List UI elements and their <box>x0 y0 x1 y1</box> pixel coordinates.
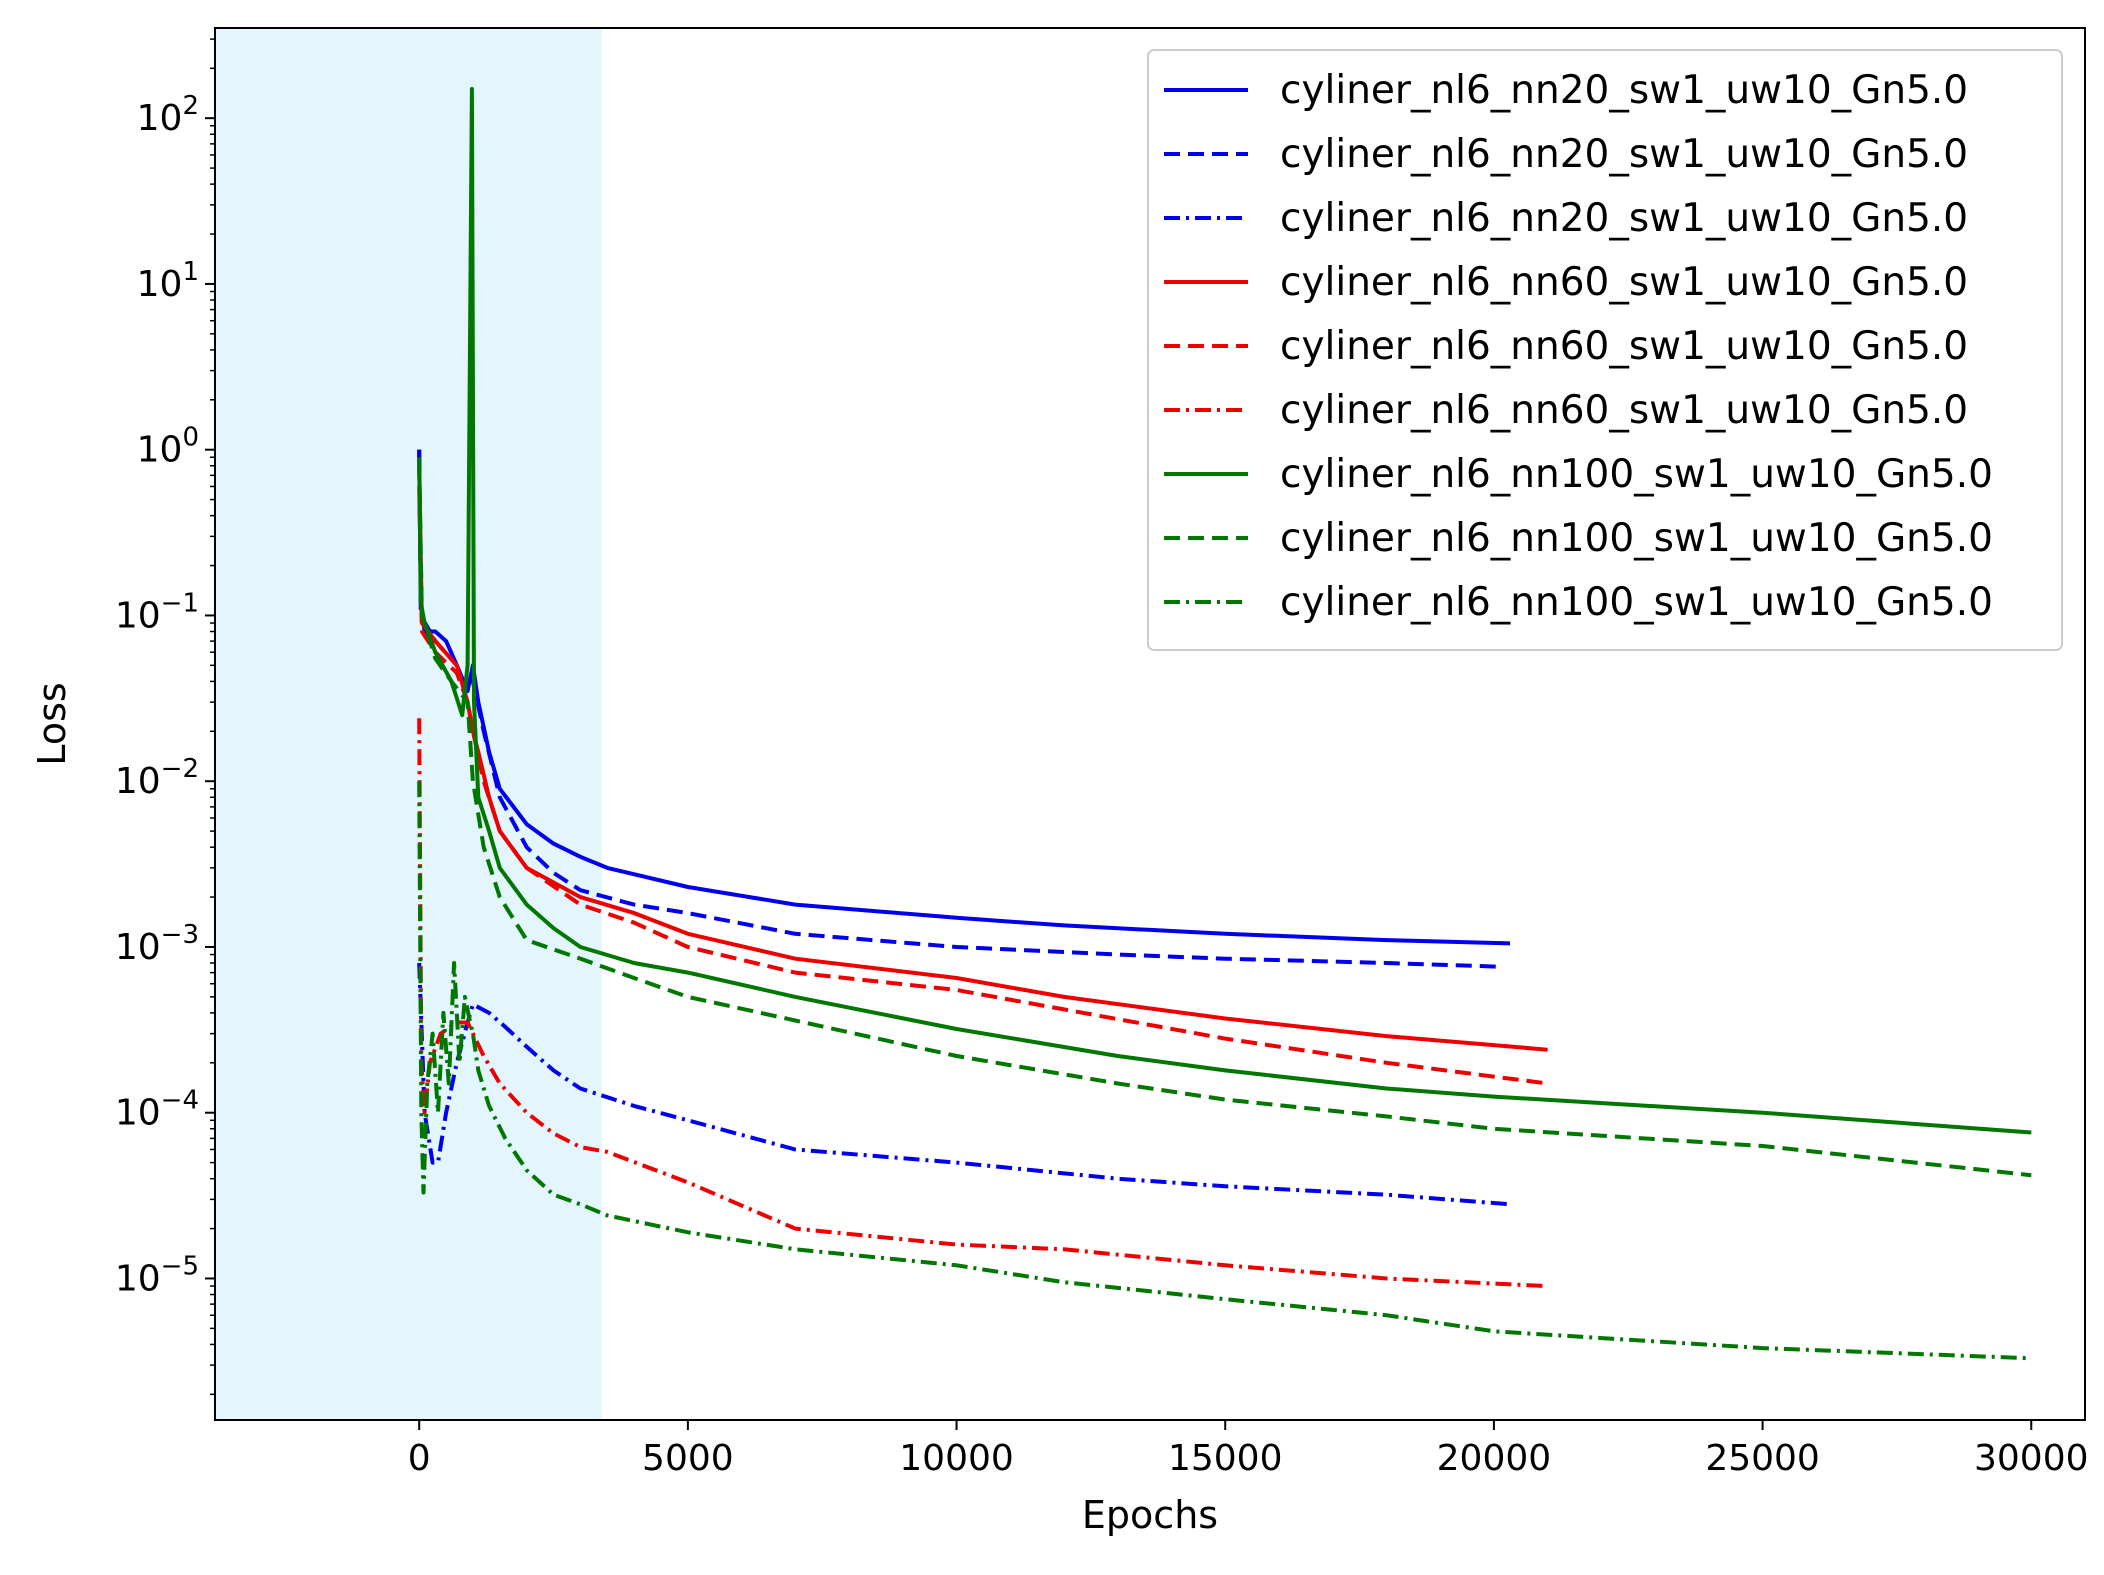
shaded-region <box>215 28 602 1420</box>
series-line-3 <box>417 962 1511 1207</box>
shaded-region-layer <box>215 28 602 1420</box>
x-tick-label: 5000 <box>642 1438 734 1479</box>
legend-label: cyliner_nl6_nn100_sw1_uw10_Gn5.0 <box>1280 580 1993 625</box>
legend-label: cyliner_nl6_nn60_sw1_uw10_Gn5.0 <box>1280 324 1968 369</box>
x-tick-label: 10000 <box>899 1438 1014 1479</box>
legend-label: cyliner_nl6_nn100_sw1_uw10_Gn5.0 <box>1280 516 1993 561</box>
y-tick-label: 10−1 <box>115 588 199 636</box>
legend-label: cyliner_nl6_nn20_sw1_uw10_Gn5.0 <box>1280 68 1968 113</box>
legend-label: cyliner_nl6_nn20_sw1_uw10_Gn5.0 <box>1280 132 1968 177</box>
legend-label: cyliner_nl6_nn100_sw1_uw10_Gn5.0 <box>1280 452 1993 497</box>
y-ticks: 10−5 10−4 10−3 10−2 10−1 100 101 102 <box>115 38 215 1396</box>
legend-label: cyliner_nl6_nn60_sw1_uw10_Gn5.0 <box>1280 260 1968 305</box>
legend-frame <box>1147 49 2063 651</box>
plot-frame <box>214 27 2086 1421</box>
legend-label: cyliner_nl6_nn60_sw1_uw10_Gn5.0 <box>1280 388 1968 433</box>
x-tick-label: 25000 <box>1705 1438 1820 1479</box>
y-tick-label: 102 <box>137 91 199 139</box>
series-layer <box>417 87 2032 1361</box>
series-line-5 <box>417 486 1548 1086</box>
x-axis-title: Epochs <box>1082 1493 1218 1537</box>
x-tick-label: 20000 <box>1437 1438 1552 1479</box>
y-tick-label: 10−5 <box>115 1251 199 1299</box>
y-tick-label: 10−2 <box>115 754 199 802</box>
x-tick-label: 15000 <box>1168 1438 1283 1479</box>
series-line-1 <box>417 449 1511 946</box>
y-tick-label: 100 <box>137 423 199 471</box>
y-tick-label: 101 <box>137 257 199 305</box>
y-tick-label: 10−3 <box>115 920 199 968</box>
x-tick-label: 30000 <box>1974 1438 2089 1479</box>
y-tick-label: 10−4 <box>115 1086 199 1134</box>
series-line-8 <box>417 465 2032 1178</box>
x-tick-label: 0 <box>408 1438 431 1479</box>
legend: cyliner_nl6_nn20_sw1_uw10_Gn5.0 cyliner_n… <box>1147 49 2063 651</box>
y-axis-title: Loss <box>30 682 74 765</box>
series-line-9 <box>417 781 2032 1361</box>
x-ticks: 0 5000 10000 15000 20000 25000 30000 <box>408 1420 2089 1479</box>
legend-label: cyliner_nl6_nn20_sw1_uw10_Gn5.0 <box>1280 196 1968 241</box>
